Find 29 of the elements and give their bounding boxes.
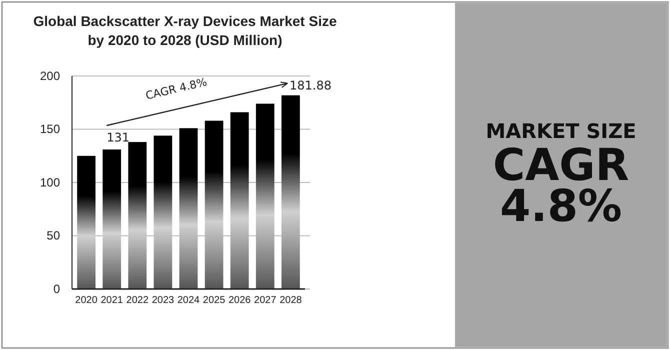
bar [77, 156, 96, 289]
bar [154, 136, 172, 289]
y-tick-label: 0 [53, 282, 60, 296]
x-tick-label: 2022 [126, 295, 149, 306]
annotation: CAGR 4.8% [144, 76, 208, 102]
bar [256, 104, 274, 289]
text: MARKET SIZE [486, 119, 636, 143]
x-tick-label: 2024 [177, 295, 200, 306]
x-tick-label: 2021 [100, 295, 124, 306]
y-tick-label: 100 [40, 175, 60, 190]
y-tick-label: 150 [40, 122, 60, 136]
x-tick-label: 2023 [152, 295, 175, 306]
bar [102, 149, 122, 289]
text: 4.8% [500, 181, 622, 232]
data-label: 131 [106, 130, 130, 144]
bar [204, 120, 224, 289]
x-tick-label: 2028 [280, 295, 302, 306]
bar [128, 142, 147, 289]
y-tick-label: 50 [46, 228, 60, 243]
data-label: 181.88 [289, 78, 332, 92]
bar [179, 128, 198, 289]
chart-title: Global Backscatter X-ray Devices Market Size by 2020 to 2028 (USD Million) [33, 13, 337, 48]
x-tick-label: 2026 [228, 295, 252, 306]
x-tick-label: 2027 [254, 295, 277, 306]
x-tick-label: 2020 [75, 295, 98, 306]
bar [230, 112, 249, 289]
x-tick-label: 2025 [202, 295, 226, 306]
bar [281, 95, 300, 289]
y-tick-label: 200 [40, 68, 60, 83]
